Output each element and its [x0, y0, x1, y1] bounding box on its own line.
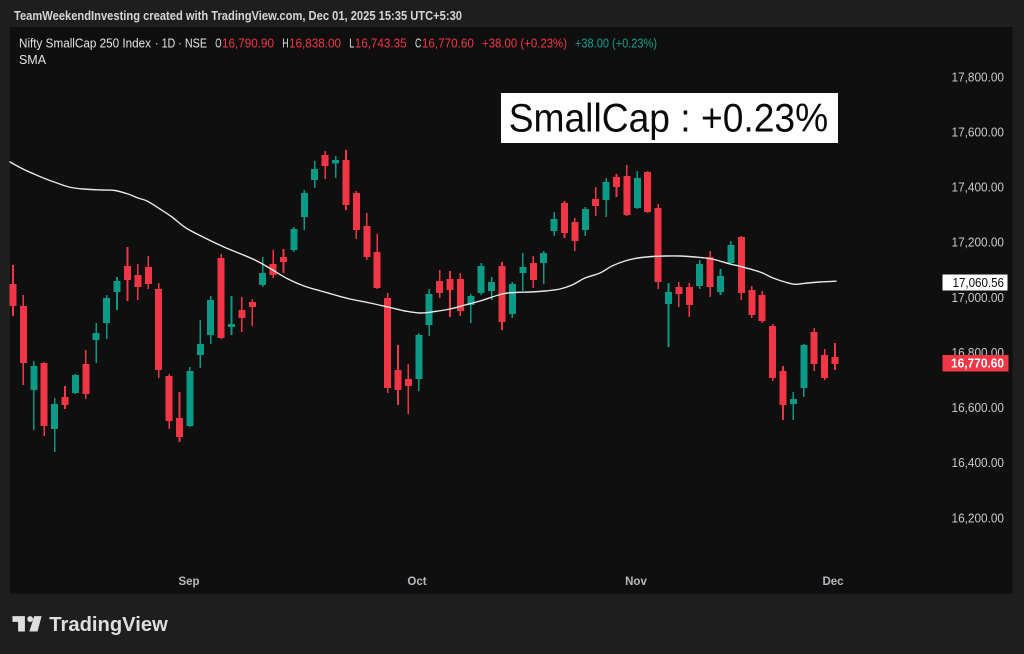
svg-text:Nov: Nov	[625, 576, 647, 588]
svg-text:O: O	[215, 36, 221, 51]
svg-text:17,060.56: 17,060.56	[953, 276, 1005, 290]
svg-text:+38.00 (+0.23%): +38.00 (+0.23%)	[575, 36, 657, 51]
svg-text:16,790.90: 16,790.90	[222, 36, 274, 51]
svg-text:SmallCap : +0.23%: SmallCap : +0.23%	[509, 97, 829, 141]
svg-text:17,800.00: 17,800.00	[952, 70, 1005, 84]
svg-text:TeamWeekendInvesting created w: TeamWeekendInvesting created with Tradin…	[14, 9, 462, 23]
svg-text:17,400.00: 17,400.00	[952, 181, 1005, 195]
svg-text:L: L	[349, 36, 354, 51]
svg-text:Oct: Oct	[407, 576, 426, 588]
svg-text:17,600.00: 17,600.00	[952, 125, 1005, 139]
svg-text:16,770.60: 16,770.60	[422, 36, 474, 51]
svg-text:· 1D · NSE: · 1D · NSE	[155, 36, 207, 51]
svg-text:H: H	[282, 36, 288, 51]
svg-text:TradingView: TradingView	[49, 614, 168, 636]
svg-text:SMA: SMA	[19, 52, 46, 67]
svg-text:17,200.00: 17,200.00	[952, 236, 1005, 250]
svg-text:16,743.35: 16,743.35	[355, 36, 407, 51]
svg-text:Nifty SmallCap 250 Index: Nifty SmallCap 250 Index	[19, 36, 151, 51]
svg-text:16,200.00: 16,200.00	[952, 511, 1005, 525]
svg-text:Dec: Dec	[822, 576, 844, 588]
svg-text:17,000.00: 17,000.00	[952, 291, 1005, 305]
svg-text:C: C	[415, 36, 421, 51]
svg-text:16,838.00: 16,838.00	[289, 36, 341, 51]
svg-text:Sep: Sep	[178, 576, 199, 588]
svg-text:16,400.00: 16,400.00	[952, 456, 1005, 470]
svg-text:16,770.60: 16,770.60	[951, 357, 1004, 371]
svg-text:16,600.00: 16,600.00	[952, 401, 1005, 415]
svg-text:+38.00 (+0.23%): +38.00 (+0.23%)	[482, 36, 567, 51]
